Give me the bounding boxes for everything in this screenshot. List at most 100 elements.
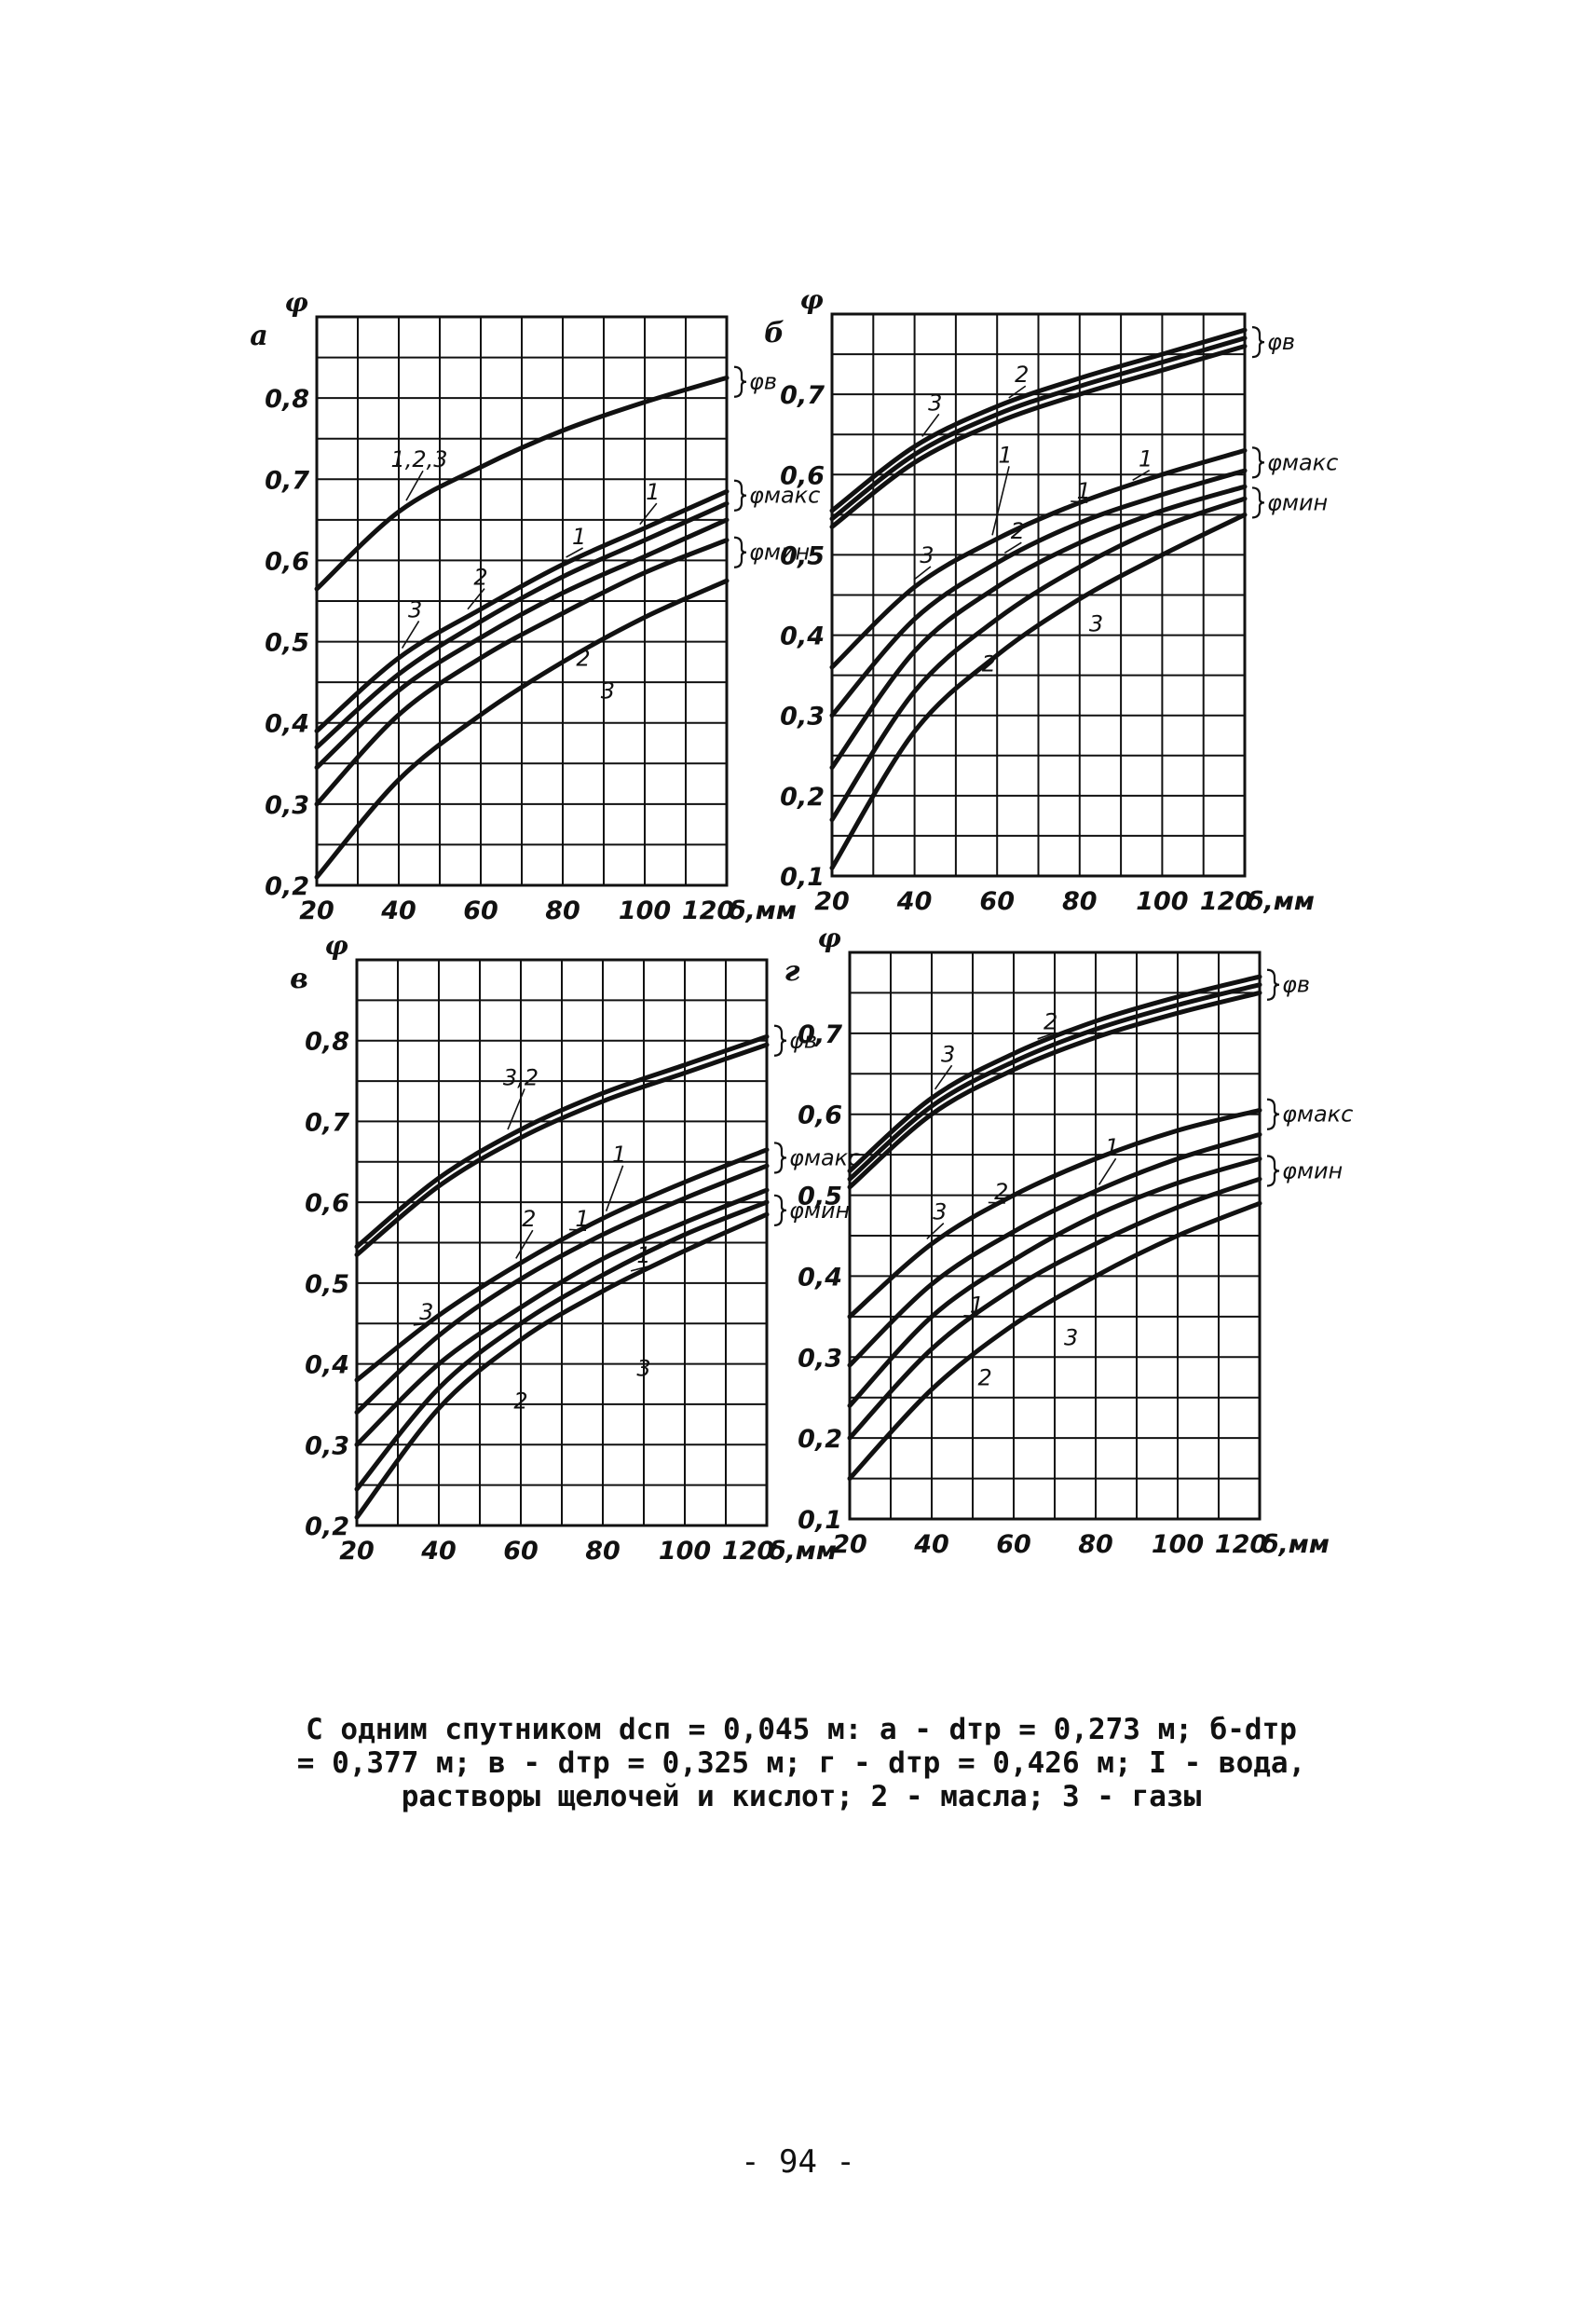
curve-label: 1 <box>1139 446 1153 472</box>
series-line <box>354 1187 770 1447</box>
y-tick-label: 0,4 <box>265 710 309 739</box>
brace-label: φмакс <box>1267 449 1338 475</box>
label-leader <box>566 547 583 558</box>
panel-letter: б <box>764 317 784 349</box>
panel-letter: а <box>250 320 267 352</box>
y-tick-label: 0,3 <box>780 703 825 732</box>
x-tick-label: 60 <box>503 1537 539 1566</box>
x-tick-label: 120 <box>1215 1530 1267 1559</box>
x-axis-unit: δ,мм <box>1247 887 1315 916</box>
y-tick-label: 0,6 <box>305 1189 349 1218</box>
y-axis-symbol: φ <box>324 930 348 961</box>
y-tick-label: 0,3 <box>798 1344 842 1373</box>
curve-label: 3 <box>1064 1324 1078 1350</box>
curve-label: 3 <box>928 390 942 416</box>
brace-label: φмакс <box>749 483 820 509</box>
label-leader <box>991 466 1010 536</box>
series-line <box>847 990 1262 1190</box>
y-tick-label: 0,7 <box>780 381 825 410</box>
label-leader <box>507 1088 525 1130</box>
brace-mark <box>733 479 747 512</box>
plot-frame <box>315 315 729 887</box>
series-line <box>314 578 730 880</box>
y-tick-label: 0,6 <box>798 1101 842 1130</box>
series-line <box>314 500 730 750</box>
x-tick-label: 40 <box>420 1537 457 1566</box>
label-leader <box>963 1314 981 1318</box>
series-line <box>829 344 1248 529</box>
x-tick-label: 80 <box>1062 887 1098 916</box>
x-tick-label: 20 <box>299 896 334 925</box>
y-tick-label: 0,4 <box>798 1263 842 1292</box>
panel-letter: г <box>784 955 800 988</box>
brace-label: φмакс <box>1282 1101 1353 1128</box>
plot-frame <box>830 312 1247 878</box>
plot-frame <box>848 951 1262 1521</box>
brace-mark <box>1251 446 1265 479</box>
label-leader <box>988 1201 1005 1204</box>
curve-label: 1 <box>646 479 660 505</box>
brace-mark <box>1266 1155 1280 1187</box>
y-tick-label: 0,3 <box>305 1431 349 1460</box>
y-tick-label: 0,6 <box>265 547 309 576</box>
label-leader <box>926 1223 945 1240</box>
x-tick-label: 120 <box>1200 887 1252 916</box>
curve-label: 2 <box>576 646 590 672</box>
y-tick-label: 0,8 <box>265 385 309 414</box>
curve-label: 3 <box>1089 610 1103 636</box>
x-tick-label: 120 <box>722 1537 774 1566</box>
curve-label: 1 <box>998 442 1012 468</box>
y-tick-label: 0,2 <box>265 872 309 901</box>
y-tick-label: 0,1 <box>798 1506 842 1535</box>
x-tick-label: 120 <box>682 896 734 925</box>
label-leader <box>913 566 932 581</box>
series-line <box>314 375 730 592</box>
series-line <box>354 1163 770 1416</box>
brace-label: φмин <box>749 540 810 566</box>
brace-label: φмин <box>789 1197 850 1224</box>
x-tick-label: 80 <box>545 896 580 925</box>
series-line <box>847 1156 1262 1408</box>
x-tick-label: 80 <box>1078 1530 1113 1559</box>
curve-label: 2 <box>522 1206 536 1232</box>
plot-frame <box>355 958 769 1527</box>
curve-label: 3 <box>933 1199 947 1225</box>
label-leader <box>1037 1032 1055 1040</box>
y-tick-label: 0,7 <box>798 1020 842 1049</box>
series-line <box>314 538 730 807</box>
brace-label: φв <box>1282 972 1310 998</box>
y-axis-symbol: φ <box>284 287 308 318</box>
label-leader <box>568 1228 587 1231</box>
curve-label: 2 <box>1015 362 1029 388</box>
curve-label: 3 <box>419 1299 433 1325</box>
label-leader <box>401 621 420 649</box>
brace-label: φмин <box>1267 489 1328 515</box>
y-tick-label: 0,5 <box>265 629 309 658</box>
curve-label: 2 <box>473 565 487 591</box>
x-axis-unit: δ,мм <box>769 1537 837 1566</box>
label-leader <box>630 1265 648 1272</box>
curve-label: 1 <box>970 1293 984 1319</box>
brace-mark <box>773 1194 787 1226</box>
y-tick-label: 0,5 <box>305 1270 349 1299</box>
x-tick-label: 40 <box>380 896 416 925</box>
x-tick-label: 20 <box>832 1530 867 1559</box>
series-line <box>847 1131 1262 1368</box>
curve-label: 2 <box>982 650 996 677</box>
series-line <box>314 517 730 771</box>
x-tick-label: 80 <box>585 1537 621 1566</box>
brace-mark <box>733 365 747 398</box>
x-tick-label: 100 <box>659 1537 711 1566</box>
brace-label: φв <box>749 369 777 395</box>
brace-mark <box>733 536 747 568</box>
x-axis-unit: δ,мм <box>729 896 797 925</box>
label-leader <box>515 1229 534 1259</box>
label-leader <box>405 470 424 501</box>
label-leader <box>1003 541 1022 554</box>
x-tick-label: 60 <box>979 887 1015 916</box>
curve-label: 1 <box>612 1142 626 1168</box>
y-tick-label: 0,6 <box>780 461 825 490</box>
curve-label: 1 <box>636 1242 650 1268</box>
